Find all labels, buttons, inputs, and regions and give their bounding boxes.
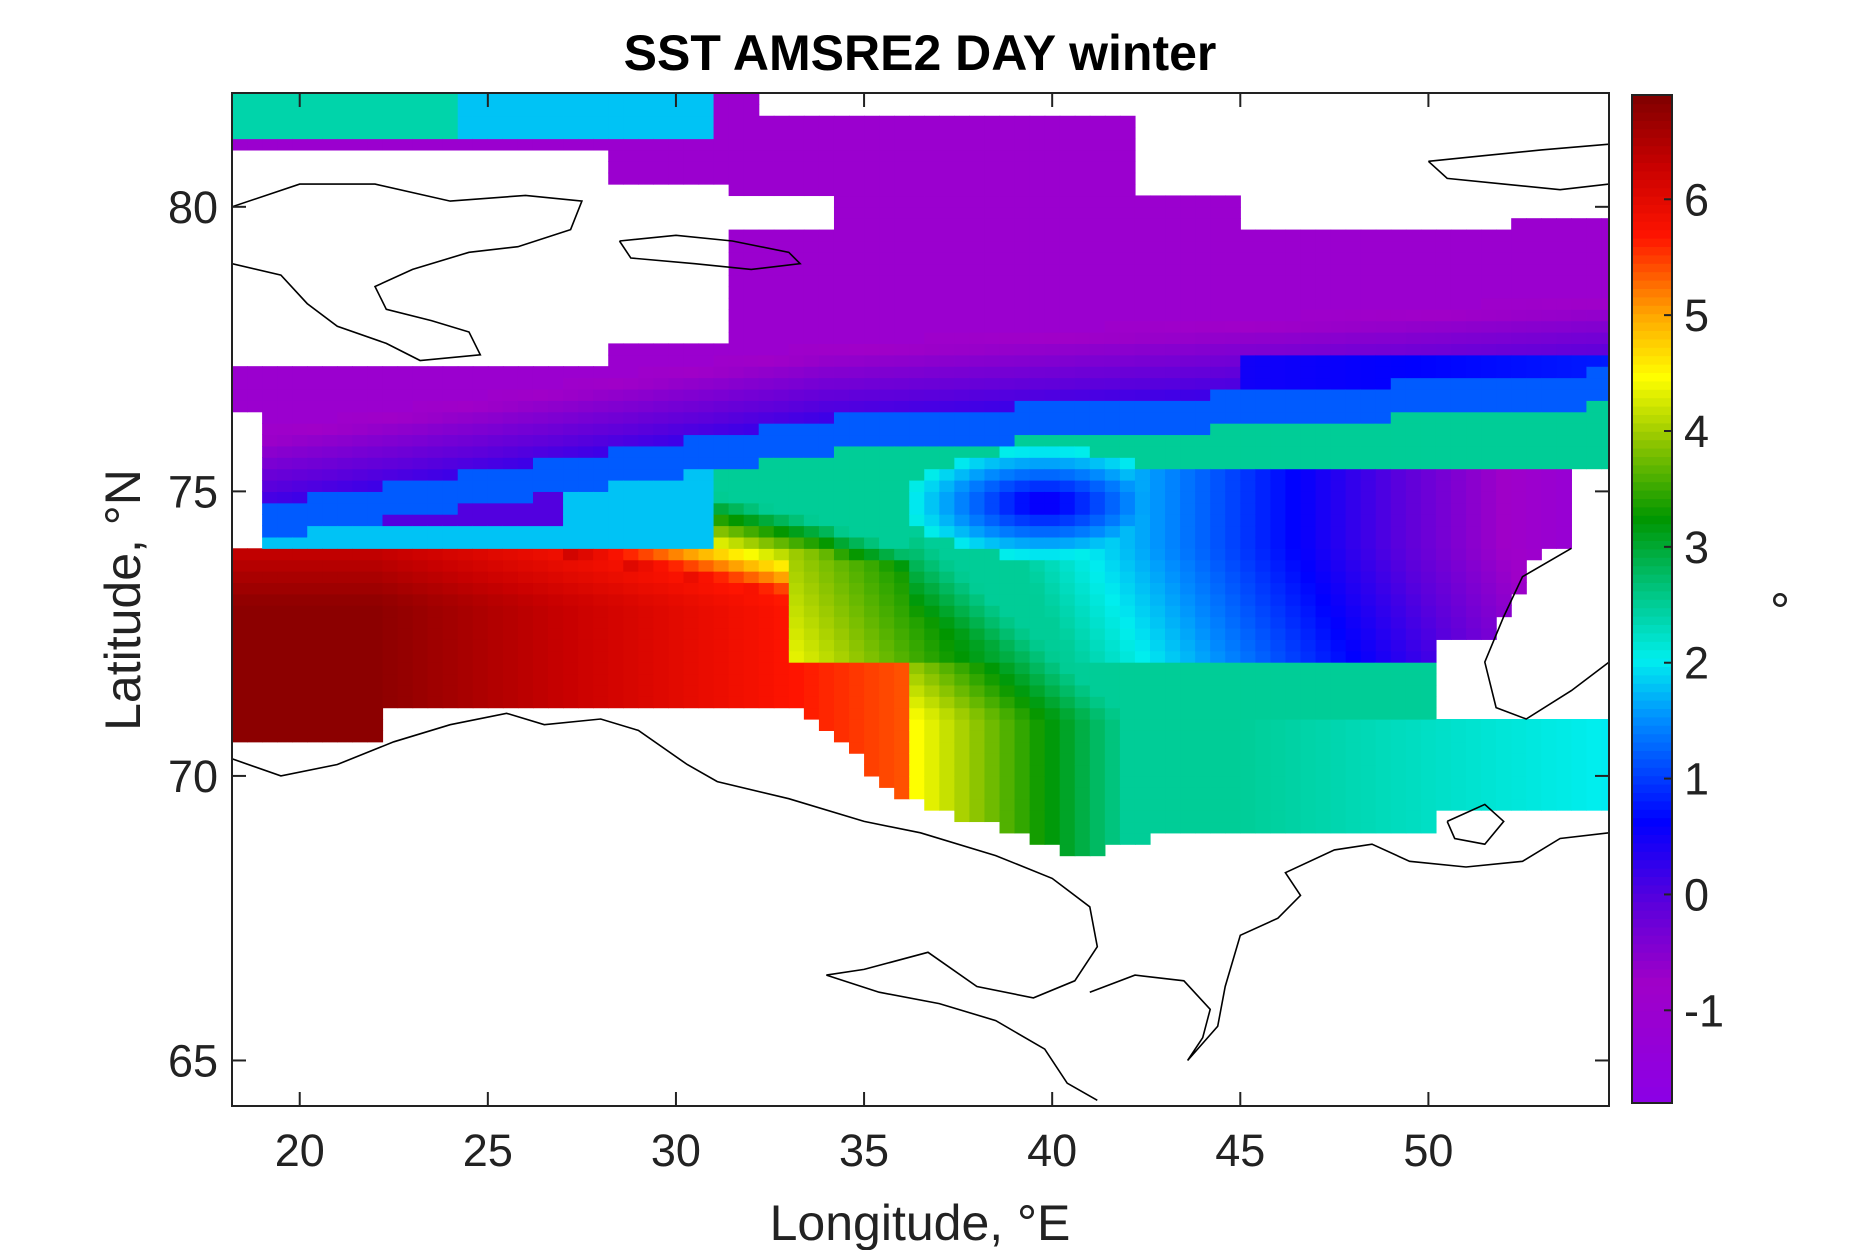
colorbar-label: ° [1741,590,1797,610]
colorbar-tick-label: 5 [1684,290,1709,341]
colorbar-tick-label: 3 [1684,522,1709,573]
x-tick-label: 40 [1027,1125,1077,1176]
colorbar-tick-label: 6 [1684,174,1709,225]
x-tick-label: 45 [1215,1125,1265,1176]
y-axis-label: Latitude, °N [95,469,151,731]
x-tick-label: 30 [651,1125,701,1176]
chart-title: SST AMSRE2 DAY winter [624,25,1217,81]
y-tick-label: 80 [168,182,218,233]
sst-heatmap [232,93,1609,857]
y-axis-ticks: 65 70 75 80 [168,182,1609,1086]
x-tick-label: 35 [839,1125,889,1176]
colorbar-tick-label: 2 [1684,638,1709,689]
x-tick-label: 50 [1403,1125,1453,1176]
x-axis-label: Longitude, °E [770,1195,1071,1250]
plot-frame [231,92,1610,1107]
colorbar-tick-label: 0 [1684,869,1709,920]
coastlines [232,143,1609,1101]
colorbar-tick-label: -1 [1684,985,1724,1036]
y-tick-label: 65 [168,1035,218,1086]
colorbar-frame [1631,94,1673,1104]
colorbar-tick-label: 4 [1684,406,1709,457]
y-tick-label: 75 [168,466,218,517]
y-tick-label: 70 [168,751,218,802]
colorbar: -1 0 1 2 3 4 5 6 [1631,94,1724,1104]
x-axis-ticks: 20 25 30 35 40 45 50 [275,93,1453,1176]
colorbar-tick-label: 1 [1684,754,1709,805]
x-tick-label: 20 [275,1125,325,1176]
x-tick-label: 25 [463,1125,513,1176]
